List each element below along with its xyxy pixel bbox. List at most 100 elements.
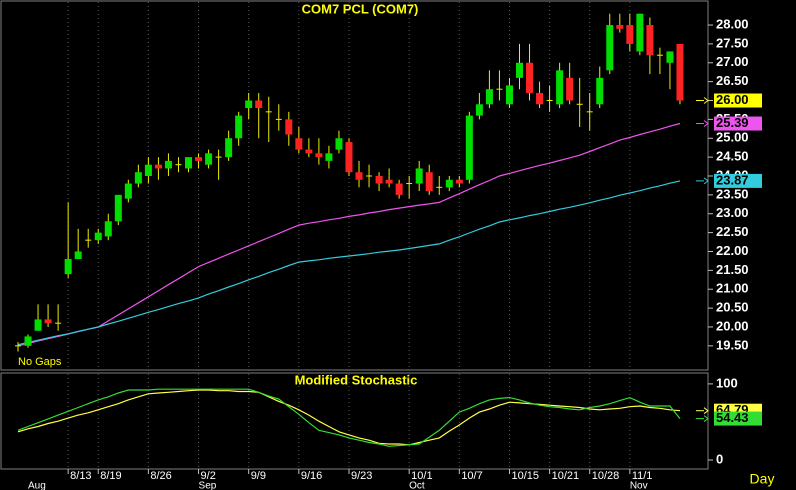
candle-body <box>205 153 213 165</box>
candle-body <box>44 319 52 324</box>
y-tick-label: 28.00 <box>716 16 749 31</box>
label-arrow-head <box>703 177 709 185</box>
y-tick-label: 24.50 <box>716 149 749 164</box>
candle-body <box>144 164 152 176</box>
last-value-box <box>714 93 762 108</box>
candle-body <box>596 77 604 105</box>
y-tick-label: 23.00 <box>716 205 749 220</box>
label-arrow-head <box>703 415 709 422</box>
x-tick-label: 11/1 <box>632 470 653 482</box>
y-tick-label: 23.50 <box>716 186 749 201</box>
x-tick-label: 8/13 <box>70 470 91 482</box>
candle-body <box>325 153 333 161</box>
x-tick-label: 9/9 <box>251 470 266 482</box>
candle-body <box>425 172 433 192</box>
y-tick-label: 0 <box>716 451 723 466</box>
candle-body <box>415 168 423 184</box>
candle-body <box>134 172 142 184</box>
y-tick-label: 20.00 <box>716 318 749 333</box>
candle-body <box>94 232 102 241</box>
last-value-label: 26.00 <box>716 92 749 107</box>
candle-body <box>385 179 393 184</box>
y-tick-label: 21.00 <box>716 281 749 296</box>
candle-body <box>164 160 172 169</box>
candle-body <box>536 92 544 105</box>
y-tick-label: 21.50 <box>716 262 749 277</box>
last-value-label: 25.39 <box>716 115 749 130</box>
candle-body <box>566 77 574 101</box>
label-arrow-head <box>703 97 709 104</box>
candle-body <box>626 25 634 44</box>
y-tick-label: 26.50 <box>716 73 749 88</box>
candle-body <box>505 85 513 105</box>
candle-body <box>636 13 644 52</box>
x-tick-label: 9/16 <box>301 470 322 482</box>
candle-body <box>114 194 122 222</box>
stochastic-title: Modified Stochastic <box>295 372 418 387</box>
candle-body <box>124 183 132 199</box>
candle-body <box>245 100 253 109</box>
y-tick-label: 27.50 <box>716 35 749 50</box>
x-month-label: Oct <box>409 481 425 490</box>
candle-body <box>345 142 353 173</box>
x-tick-label: 10/15 <box>511 470 539 482</box>
candle-body <box>375 175 383 184</box>
x-month-label: Sep <box>199 481 217 490</box>
candle-body <box>445 179 453 188</box>
candle-body <box>305 149 313 154</box>
candle-body <box>24 336 32 346</box>
y-tick-label: 19.50 <box>716 337 749 352</box>
y-tick-label: 20.50 <box>716 300 749 315</box>
candle-body <box>154 164 162 169</box>
x-tick-label: 9/2 <box>201 470 216 482</box>
last-value-label: 54.43 <box>716 410 749 425</box>
price-panel-frame <box>0 0 709 371</box>
candle-body <box>285 119 293 135</box>
y-tick-label: 25.00 <box>716 130 749 145</box>
line-series <box>17 180 681 346</box>
last-value-box <box>714 116 762 131</box>
x-tick-label: 10/7 <box>461 470 482 482</box>
candle-body <box>455 179 463 184</box>
candle-body <box>335 138 343 150</box>
line-series <box>17 389 681 446</box>
x-tick-label: 8/26 <box>150 470 171 482</box>
line-series <box>17 388 681 447</box>
candle-body <box>185 157 193 169</box>
x-tick-label: 10/1 <box>411 470 432 482</box>
candle-body <box>516 62 523 78</box>
candle-body <box>646 25 654 56</box>
x-tick-label: 9/23 <box>351 470 372 482</box>
candle-body <box>485 89 493 105</box>
candle-body <box>225 138 233 158</box>
candle-body <box>74 251 82 260</box>
candle-body <box>235 115 243 139</box>
label-arrow-head <box>703 120 709 127</box>
candle-body <box>295 138 303 150</box>
candle-body <box>475 104 483 116</box>
candle-body <box>355 172 363 180</box>
last-value-box <box>714 411 762 426</box>
x-tick-label: 8/19 <box>100 470 121 482</box>
candle-body <box>526 62 534 93</box>
candle-body <box>616 25 624 29</box>
stochastic-panel-frame <box>0 372 709 470</box>
y-tick-label: 22.50 <box>716 224 749 239</box>
candle-body <box>606 25 614 71</box>
y-tick-label: 27.00 <box>716 54 749 69</box>
candle-body <box>104 221 112 237</box>
x-month-label: Aug <box>28 481 46 490</box>
candle-body <box>34 319 42 331</box>
candle-body <box>195 157 203 161</box>
candle-body <box>255 100 263 109</box>
candle-body <box>666 51 674 63</box>
x-tick-label: 10/21 <box>552 470 580 482</box>
x-month-label: Nov <box>630 481 648 490</box>
candle-body <box>676 43 684 101</box>
candle-body <box>315 153 323 158</box>
y-tick-label: 100 <box>716 375 738 390</box>
x-tick-label: 10/28 <box>592 470 620 482</box>
candle-body <box>556 70 564 105</box>
line-series <box>17 122 681 347</box>
